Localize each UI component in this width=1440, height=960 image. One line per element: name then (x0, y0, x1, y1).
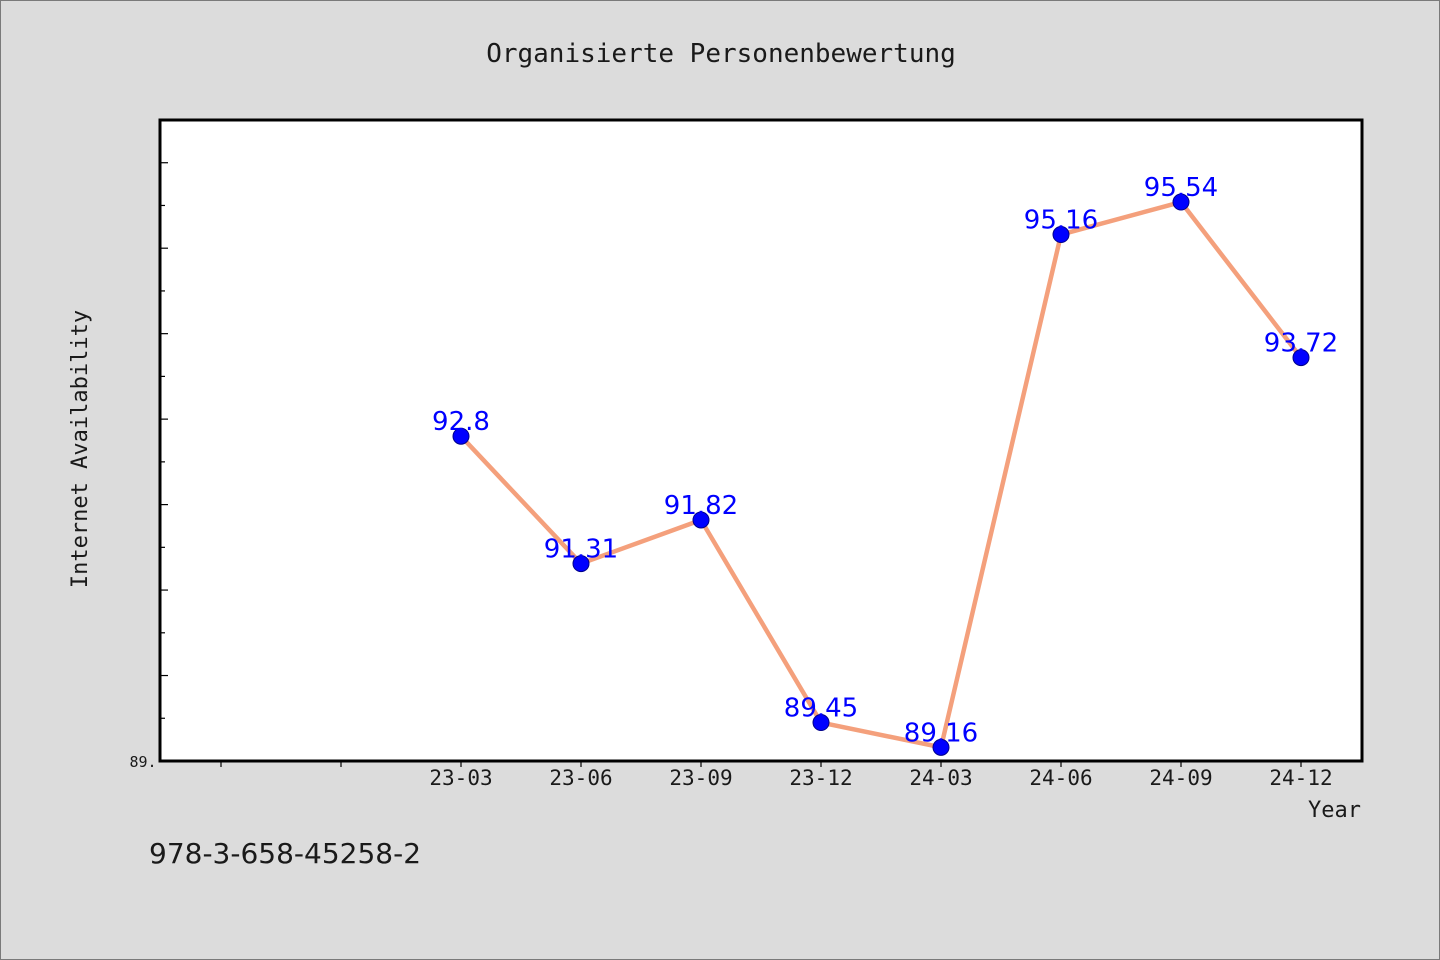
isbn-text: 978-3-658-45258-2 (149, 837, 421, 870)
data-label: 93.72 (1264, 329, 1338, 359)
x-tick-label: 24-03 (909, 766, 972, 790)
data-point (812, 714, 830, 732)
data-point (1172, 193, 1190, 211)
data-label: 95.54 (1144, 173, 1218, 203)
x-tick-label: 24-09 (1149, 766, 1212, 790)
series-line (458, 199, 1304, 750)
x-tick-label: 23-12 (789, 766, 852, 790)
x-tick-label: 24-12 (1269, 766, 1332, 790)
x-axis-label: Year (1308, 798, 1361, 823)
data-point (1292, 349, 1310, 367)
data-point (1052, 226, 1070, 244)
data-label: 92.8 (432, 407, 490, 437)
data-point (692, 511, 710, 529)
x-tick-label: 24-06 (1029, 766, 1092, 790)
data-label: 89.16 (904, 718, 978, 748)
data-label: 91.82 (664, 491, 738, 521)
data-label: 89.45 (784, 694, 858, 724)
x-tick-label: 23-03 (429, 766, 492, 790)
x-tick-label: 23-06 (549, 766, 612, 790)
x-tick-label: 23-09 (669, 766, 732, 790)
plot-area (160, 120, 1362, 761)
y-axis-label: Internet Availability (68, 310, 93, 588)
plot-frame (158, 118, 1364, 763)
data-label: 91.31 (544, 535, 618, 565)
x-axis-tick-labels: 23-03 23-06 23-09 23-12 24-03 24-06 24-09 24-12 (429, 766, 1332, 790)
data-markers (452, 193, 1310, 756)
data-label: 95.16 (1024, 206, 1098, 236)
data-point (452, 427, 470, 445)
y-tick-label: 89. (129, 753, 156, 771)
data-labels: 92.8 91.31 91.82 89.45 89.16 95.16 95.54 93.72 (432, 173, 1338, 748)
chart-title: Organisierte Personenbewertung (486, 39, 956, 69)
data-point (572, 555, 590, 573)
data-point (932, 738, 950, 756)
